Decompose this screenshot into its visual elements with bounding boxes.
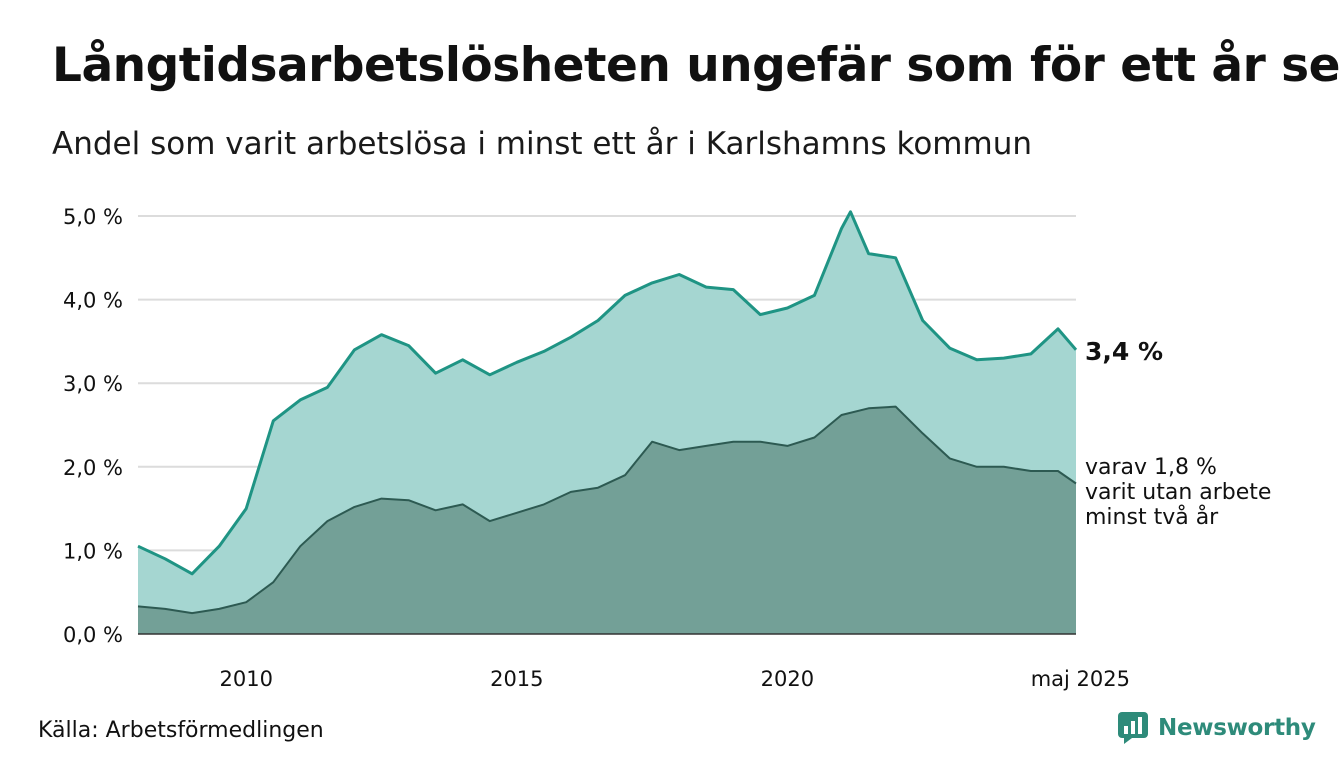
y-tick-label: 5,0 % (63, 205, 123, 229)
y-tick-label: 0,0 % (63, 623, 123, 647)
y-tick-label: 4,0 % (63, 289, 123, 313)
y-tick-label: 3,0 % (63, 372, 123, 396)
source-note: Källa: Arbetsförmedlingen (38, 718, 324, 743)
brand-logo: Newsworthy (1118, 712, 1316, 744)
newsworthy-logo-icon (1118, 712, 1148, 744)
chart-title: Långtidsarbetslösheten ungefär som för e… (52, 38, 1340, 93)
brand-name: Newsworthy (1158, 715, 1316, 741)
line-long (137, 405, 1077, 615)
area-long (138, 406, 1076, 634)
y-tick-label: 2,0 % (63, 456, 123, 480)
line-total (137, 210, 1078, 576)
chart-subtitle: Andel som varit arbetslösa i minst ett å… (52, 126, 1032, 162)
end-label-long-line: minst två år (1085, 504, 1219, 530)
x-tick-label: 2015 (490, 667, 543, 691)
end-label-total: 3,4 % (1085, 337, 1163, 366)
series-areas (137, 210, 1078, 635)
end-label-long-line: varit utan arbete (1085, 480, 1271, 505)
y-axis-labels: 0,0 % 1,0 % 2,0 % 3,0 % 4,0 % 5,0 % (63, 205, 123, 647)
end-label-long-line: varav 1,8 % (1085, 455, 1217, 480)
x-tick-label: 2020 (761, 667, 814, 691)
x-tick-label: 2010 (220, 667, 273, 691)
y-tick-label: 1,0 % (63, 539, 123, 563)
x-tick-label: maj 2025 (1031, 667, 1130, 691)
x-axis-labels: 2010 2015 2020 maj 2025 (220, 667, 1130, 691)
